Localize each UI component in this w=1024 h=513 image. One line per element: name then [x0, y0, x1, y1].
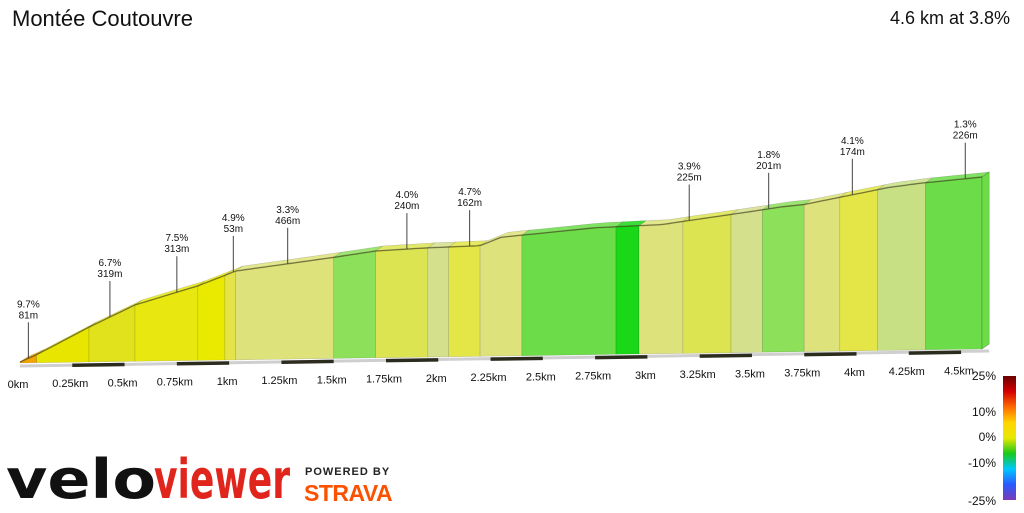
baseline-dash	[908, 350, 962, 355]
x-tick-label: 2.75km	[575, 371, 611, 383]
x-tick-labels: 0km 0.25km 0.5km 0.75km 1km 1.25km 1.5km 1.75km…	[8, 365, 974, 391]
baseline-dash	[281, 359, 334, 364]
profile-segment	[197, 274, 226, 361]
annotation-length: 240m	[394, 201, 419, 212]
chart-title: Montée Coutouvre	[12, 6, 193, 31]
distance-baseline	[19, 349, 990, 368]
annotation-grade: 7.5%	[165, 233, 188, 244]
x-tick-label: 3.25km	[680, 369, 716, 381]
profile-segment	[375, 247, 429, 359]
baseline-dash	[699, 353, 752, 358]
profile-segment	[762, 204, 805, 353]
x-tick-label: 1.5km	[317, 374, 347, 386]
x-tick-label: 0.25km	[52, 378, 88, 390]
baseline-dash	[804, 352, 857, 357]
profile-segment	[615, 225, 640, 355]
baseline-dash	[490, 356, 543, 361]
x-tick-label: 2.25km	[471, 372, 507, 384]
logo-text-viewer: viewer	[154, 452, 290, 508]
x-tick-label: 2km	[426, 373, 447, 385]
profile-outline-line	[19, 176, 983, 363]
annotation-grade: 1.8%	[757, 150, 780, 161]
profile-segment	[730, 209, 763, 354]
x-tick-label: 3.75km	[784, 368, 820, 380]
profile-segment	[134, 285, 199, 362]
profile-segment	[235, 256, 335, 361]
x-tick-label: 4km	[844, 367, 865, 379]
grade-color-scale: 25% 10% 0% -10% -25%	[968, 369, 1016, 508]
annotation-length: 313m	[164, 244, 189, 255]
profile-segment	[925, 176, 983, 351]
grade-scale-label: 25%	[972, 369, 996, 383]
profile-segment	[682, 214, 732, 354]
segment-annotations: 9.7%81m 6.7%319m 7.5%313m 4.9%53m 3.3%466m 4.…	[17, 120, 978, 359]
annotation-length: 162m	[457, 198, 482, 209]
powered-by-label: POWERED BY	[305, 466, 391, 478]
x-tick-label: 0.75km	[157, 377, 193, 389]
profile-outline	[19, 176, 983, 363]
profile-segment	[427, 246, 450, 358]
x-tick-label: 0km	[8, 379, 29, 391]
logo-text-velo: velo	[6, 452, 156, 508]
grade-scale-label: -10%	[968, 456, 996, 470]
annotation-grade: 6.7%	[99, 258, 122, 269]
annotation-length: 201m	[756, 161, 781, 172]
x-tick-label: 1.75km	[366, 374, 402, 386]
profile-segment	[877, 182, 926, 351]
annotation-length: 174m	[840, 147, 865, 158]
profile-segment	[638, 221, 684, 355]
baseline-dash	[72, 362, 125, 367]
strava-logo[interactable]: STRAVA	[304, 480, 393, 506]
annotation-grade: 4.0%	[395, 190, 418, 201]
x-tick-label: 4.25km	[889, 366, 925, 378]
annotation-length: 466m	[275, 216, 300, 227]
x-tick-label: 3.5km	[735, 368, 765, 380]
profile-segment	[521, 226, 617, 357]
annotation-length: 53m	[224, 224, 243, 235]
annotation-grade: 4.7%	[458, 187, 481, 198]
grade-scale-label: -25%	[968, 494, 996, 508]
annotation-length: 225m	[677, 172, 702, 183]
profile-end-cap	[981, 171, 990, 350]
annotation-grade: 4.1%	[841, 136, 864, 147]
annotation-grade: 9.7%	[17, 299, 40, 310]
grade-scale-label: 10%	[972, 405, 996, 419]
profile-segment	[803, 196, 841, 352]
grade-scale-bar	[1003, 376, 1016, 500]
annotation-length: 319m	[97, 269, 122, 280]
profile-segments	[19, 171, 990, 364]
annotation-grade: 3.3%	[276, 205, 299, 216]
baseline-dash	[595, 355, 648, 360]
annotation-length: 226m	[953, 131, 978, 142]
profile-segment	[479, 234, 523, 357]
veloviewer-logo[interactable]: velo viewer	[6, 448, 296, 513]
profile-segment	[36, 326, 90, 364]
grade-scale-label: 0%	[979, 430, 997, 444]
baseline-dash	[176, 361, 230, 366]
profile-segment	[88, 304, 136, 363]
annotation-grade: 3.9%	[678, 161, 701, 172]
annotation-grade: 4.9%	[222, 213, 245, 224]
x-tick-label: 1km	[217, 376, 238, 388]
x-tick-label: 4.5km	[944, 365, 974, 377]
x-tick-label: 2.5km	[526, 371, 556, 383]
annotation-length: 81m	[19, 310, 38, 321]
profile-segment	[839, 189, 878, 352]
profile-segment	[448, 245, 481, 358]
x-tick-label: 1.25km	[261, 375, 297, 387]
x-tick-label: 0.5km	[108, 377, 138, 389]
baseline-dash	[385, 358, 439, 363]
profile-segment	[224, 270, 236, 361]
climb-summary: 4.6 km at 3.8%	[889, 8, 1010, 28]
x-tick-label: 3km	[635, 370, 656, 382]
annotation-grade: 1.3%	[954, 120, 977, 131]
profile-segment	[333, 250, 376, 359]
